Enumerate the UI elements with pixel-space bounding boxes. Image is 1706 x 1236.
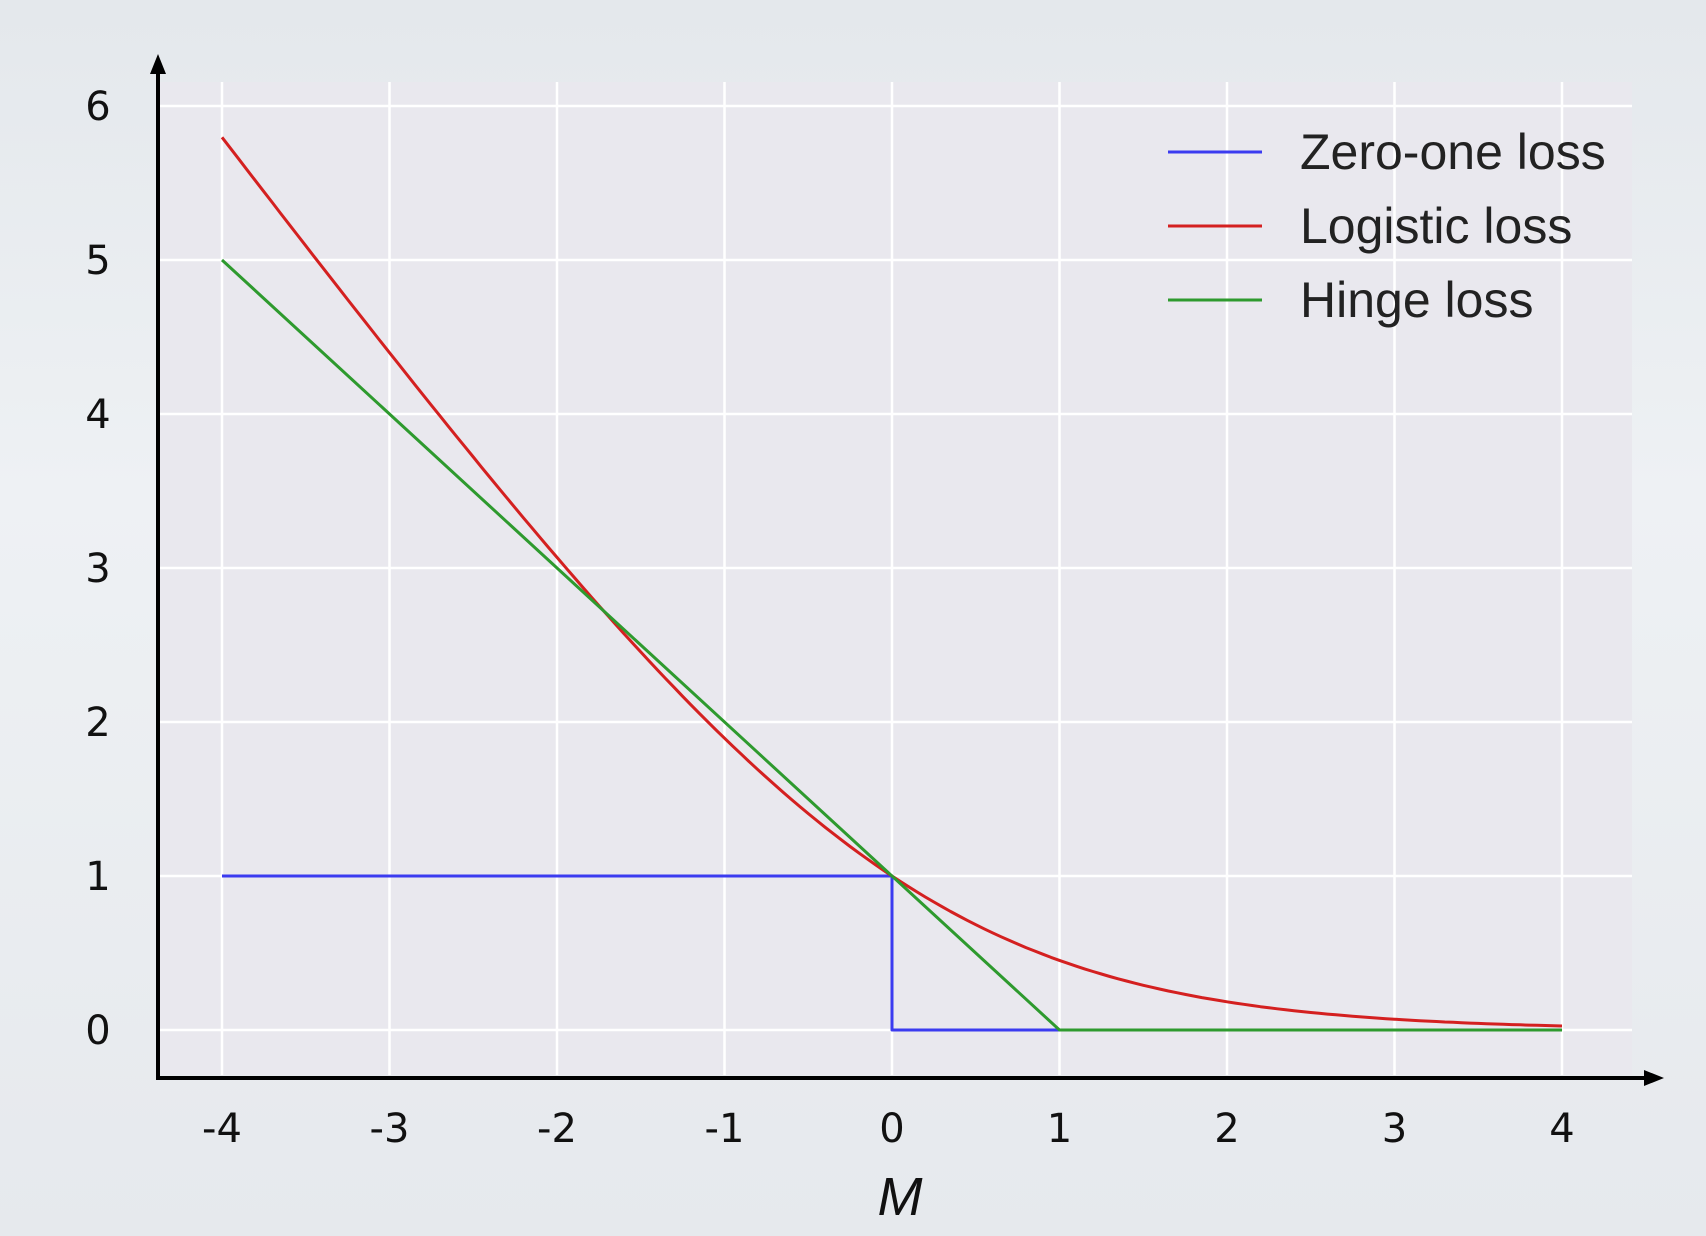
x-tick-label-0: -4	[202, 1106, 242, 1152]
y-tick-label-6: 6	[85, 84, 110, 130]
x-tick-label-6: 2	[1214, 1106, 1239, 1152]
x-tick-label-2: -2	[537, 1106, 577, 1152]
y-tick-label-5: 5	[85, 238, 110, 284]
y-tick-label-0: 0	[85, 1008, 110, 1054]
x-tick-label-8: 4	[1549, 1106, 1574, 1152]
x-tick-label-3: -1	[705, 1106, 745, 1152]
series-line-hinge-loss	[220, 258, 1562, 1032]
legend-label-2: Hinge loss	[1300, 272, 1533, 328]
x-axis-title: M	[878, 1167, 923, 1227]
legend-label-0: Zero-one loss	[1300, 124, 1606, 180]
legend-label-1: Logistic loss	[1300, 198, 1572, 254]
x-tick-label-1: -3	[370, 1106, 410, 1152]
axes	[150, 54, 1664, 1086]
y-tick-label-1: 1	[85, 854, 110, 900]
y-axis-arrow	[150, 54, 166, 74]
legend: Zero-one loss Logistic loss Hinge loss	[1168, 124, 1606, 328]
plot-background	[158, 82, 1632, 1075]
series-layer	[220, 136, 1563, 1032]
x-tick-label-5: 1	[1047, 1106, 1072, 1152]
y-tick-label-2: 2	[85, 700, 110, 746]
y-tick-labels: 0 1 2 3 4 5 6	[85, 84, 110, 1054]
x-tick-labels: -4 -3 -2 -1 0 1 2 3 4	[202, 1106, 1575, 1152]
y-tick-label-3: 3	[85, 546, 110, 592]
y-tick-label-4: 4	[85, 392, 110, 438]
x-tick-label-4: 0	[879, 1106, 904, 1152]
x-axis-arrow	[1644, 1070, 1664, 1086]
x-tick-label-7: 3	[1382, 1106, 1407, 1152]
series-line-zero-one-loss	[222, 874, 1060, 1032]
